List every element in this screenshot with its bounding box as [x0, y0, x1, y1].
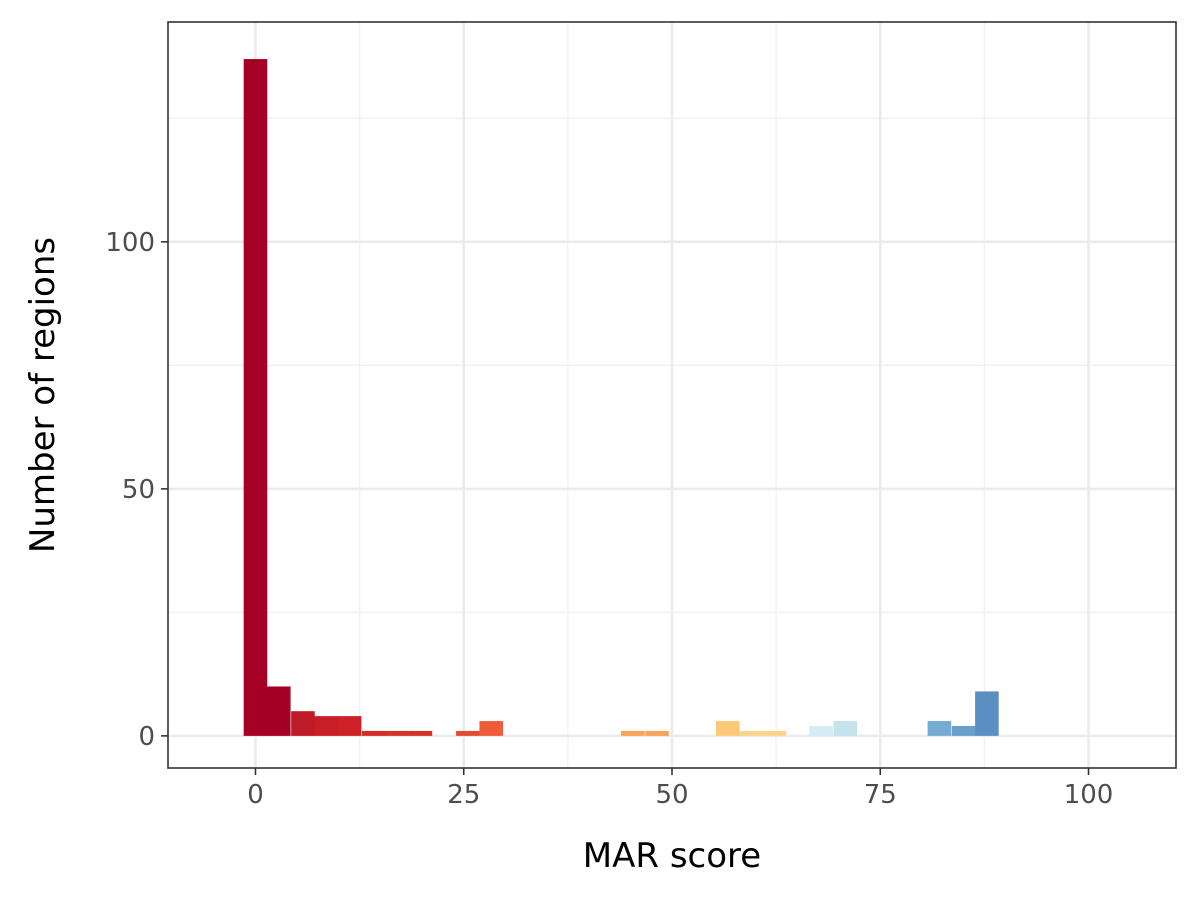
y-tick-label: 100 [105, 228, 155, 258]
histogram-bar [621, 730, 645, 736]
histogram-bar [716, 721, 740, 736]
histogram-bar [243, 59, 268, 736]
histogram-bar [267, 686, 291, 736]
histogram-bar [833, 721, 858, 736]
histogram-bar [479, 721, 504, 736]
x-tick-label: 0 [247, 780, 264, 810]
histogram-bar [951, 726, 976, 736]
histogram-bar [975, 691, 999, 736]
histogram-bar [927, 721, 952, 736]
histogram-bar [809, 726, 833, 736]
x-tick-label: 25 [447, 780, 480, 810]
x-axis-title: MAR score [583, 836, 761, 876]
histogram-bar [291, 711, 315, 736]
histogram-bars [243, 59, 999, 736]
y-tick-label: 50 [122, 475, 155, 505]
x-tick-label: 50 [655, 780, 688, 810]
histogram-bar [456, 730, 480, 736]
y-axis-title: Number of regions [23, 237, 63, 553]
y-axis-ticks: 0 50 100 [105, 228, 168, 752]
histogram-bar [361, 730, 386, 736]
x-axis-ticks: 0 25 50 75 100 [247, 768, 1113, 810]
histogram-bar [739, 730, 763, 736]
histogram-bar [314, 716, 339, 736]
histogram-bar [408, 730, 433, 736]
x-tick-label: 100 [1064, 780, 1114, 810]
histogram-bar [385, 730, 409, 736]
histogram-bar [645, 730, 669, 736]
y-tick-label: 0 [138, 722, 155, 752]
x-tick-label: 75 [864, 780, 897, 810]
histogram-bar [337, 716, 362, 736]
histogram-bar [762, 730, 787, 736]
